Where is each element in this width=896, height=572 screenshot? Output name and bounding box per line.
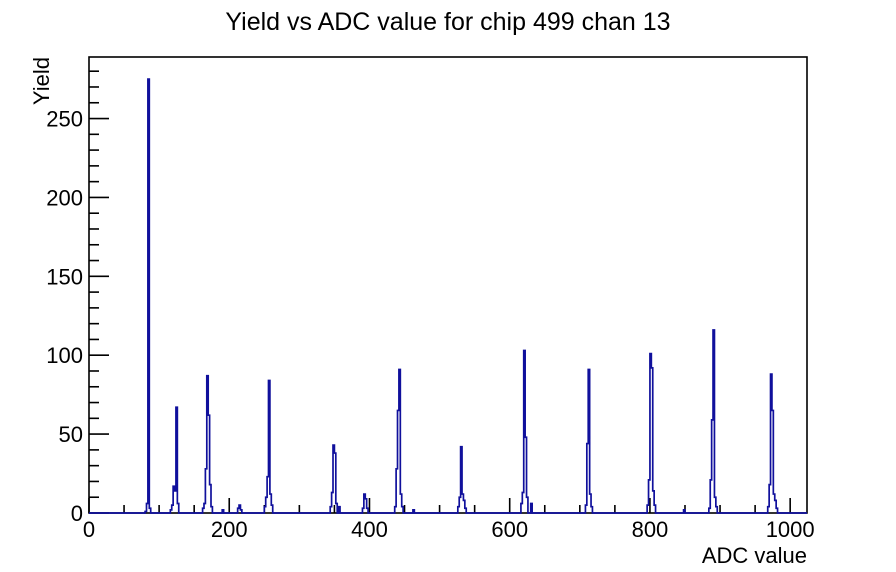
chart-title: Yield vs ADC value for chip 499 chan 13 (225, 8, 671, 36)
x-tick-label: 1000 (766, 517, 815, 542)
x-tick-labels: 0 200 400 600 800 1000 (83, 517, 815, 542)
x-tick-label: 0 (83, 517, 95, 542)
y-tick-label: 50 (59, 422, 83, 447)
x-tick-label: 200 (211, 517, 248, 542)
y-tick-label: 100 (46, 343, 83, 368)
y-tick-label: 0 (71, 501, 83, 526)
y-axis-ticks (89, 70, 109, 514)
y-tick-label: 150 (46, 264, 83, 289)
y-axis-title: Yield (29, 57, 54, 106)
x-tick-label: 800 (632, 517, 669, 542)
y-tick-label: 250 (46, 107, 83, 132)
y-tick-label: 200 (46, 185, 83, 210)
plot-frame (88, 56, 808, 514)
y-tick-labels: 0 50 100 150 200 250 (46, 107, 83, 526)
x-tick-label: 600 (491, 517, 528, 542)
histogram-line (89, 78, 807, 514)
x-tick-label: 400 (351, 517, 388, 542)
x-axis-title: ADC value (701, 543, 807, 568)
